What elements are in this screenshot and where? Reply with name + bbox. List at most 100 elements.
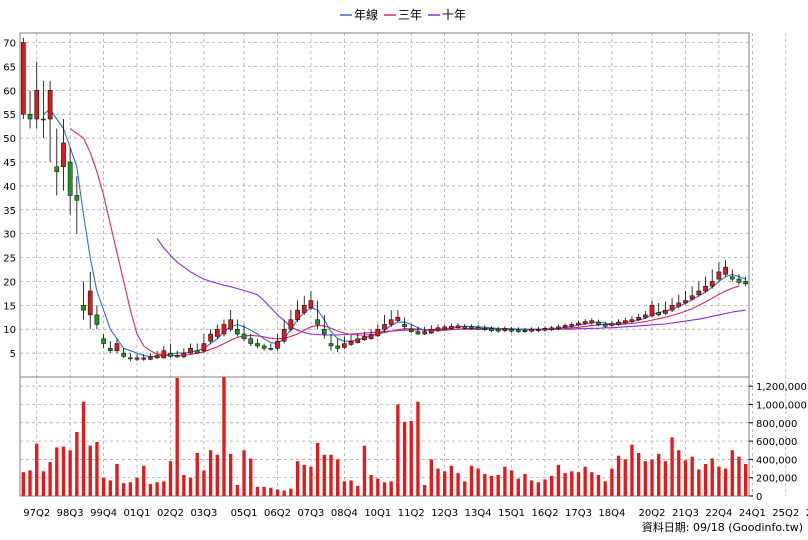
- candlestick: [643, 311, 648, 319]
- volume-bar: [115, 463, 119, 496]
- candlestick: [716, 262, 722, 282]
- candle-body: [321, 328, 327, 335]
- candlestick: [536, 326, 541, 333]
- candle-body: [683, 300, 688, 304]
- candlestick: [368, 329, 374, 340]
- volume-bar: [262, 486, 266, 496]
- volume-bar: [235, 485, 240, 496]
- volume-bar: [590, 472, 594, 496]
- volume-bar: [155, 482, 159, 496]
- candlestick: [469, 324, 474, 330]
- candlestick: [408, 324, 414, 334]
- candlestick: [482, 325, 488, 332]
- volume-bar: [275, 489, 280, 496]
- candle-body: [368, 334, 374, 340]
- candle-body: [134, 357, 140, 360]
- x-tick-label: 24Q1: [739, 508, 766, 519]
- volume-bar: [142, 465, 146, 496]
- candlestick: [609, 320, 615, 327]
- x-tick-label: 15Q1: [498, 508, 525, 519]
- volume-bar: [616, 455, 621, 496]
- candlestick: [174, 350, 180, 358]
- candle-body: [515, 329, 521, 332]
- candlestick: [515, 327, 521, 334]
- candlestick: [489, 326, 494, 333]
- candlestick: [422, 326, 427, 335]
- candle-body: [228, 319, 233, 330]
- candlestick: [495, 326, 501, 333]
- candle-body: [21, 42, 26, 115]
- price-tick-label: 70: [3, 39, 16, 50]
- volume-bar: [723, 468, 728, 496]
- volume-bar: [409, 420, 413, 496]
- candlestick: [194, 343, 200, 355]
- candlestick: [415, 326, 421, 335]
- volume-bar: [663, 461, 668, 496]
- candle-body: [74, 195, 80, 201]
- volume-bar: [242, 450, 246, 496]
- volume-tick-label: 1,200,000: [756, 382, 807, 393]
- candlestick: [355, 334, 361, 344]
- candle-body: [188, 348, 193, 354]
- candlestick: [589, 318, 595, 325]
- candlestick: [134, 354, 140, 362]
- price-tick-label: 45: [3, 158, 16, 169]
- candle-body: [502, 328, 508, 331]
- volume-bar: [229, 453, 233, 496]
- volume-bar: [309, 466, 313, 496]
- price-tick-label: 20: [3, 277, 16, 288]
- candlestick: [663, 301, 668, 315]
- year-ma-line: [43, 108, 746, 358]
- volume-bar: [657, 453, 661, 496]
- candle-body: [656, 312, 662, 316]
- candlestick: [729, 269, 735, 282]
- volume-bar: [108, 480, 112, 496]
- candle-body: [335, 345, 341, 349]
- volume-bar: [402, 421, 407, 496]
- price-tick-label: 50: [3, 134, 16, 145]
- candle-body: [268, 348, 274, 350]
- candlestick: [442, 324, 448, 331]
- volume-bar: [436, 468, 440, 496]
- volume-bar: [683, 460, 688, 496]
- candle-body: [462, 326, 468, 329]
- volume-bar: [697, 469, 701, 496]
- candlestick: [348, 334, 354, 346]
- candle-body: [536, 328, 541, 331]
- candlestick: [228, 310, 233, 332]
- x-tick-label: 21Q3: [672, 508, 699, 519]
- candlestick: [161, 345, 167, 359]
- candle-body: [643, 314, 648, 318]
- candle-body: [529, 328, 534, 332]
- candle-body: [161, 350, 167, 359]
- volume-bar: [168, 461, 173, 496]
- candle-body: [315, 319, 320, 325]
- candle-body: [469, 326, 474, 329]
- candlestick: [689, 286, 695, 301]
- candle-body: [241, 333, 247, 340]
- candle-body: [101, 338, 106, 344]
- candlestick: [616, 319, 621, 326]
- candle-body: [128, 357, 133, 360]
- candlestick: [148, 353, 153, 361]
- candlestick: [362, 331, 367, 342]
- candlestick: [549, 325, 555, 332]
- candle-body: [689, 295, 695, 300]
- candle-body: [148, 356, 153, 360]
- volume-bar: [563, 473, 567, 496]
- candle-body: [663, 309, 668, 314]
- volume-panel: 0 200,000 400,000 600,000 800,000 1,000,000 1,…: [19, 376, 807, 503]
- candlestick: [128, 353, 133, 362]
- volume-bar: [416, 401, 420, 496]
- candlestick: [669, 298, 675, 313]
- candlestick: [221, 319, 227, 337]
- x-tick-label: 98Q3: [57, 508, 84, 519]
- candlestick: [27, 90, 33, 129]
- volume-bar: [743, 463, 748, 496]
- x-tick-label: 97Q2: [23, 508, 50, 519]
- volume-bar: [556, 464, 561, 496]
- legend-3y-label: 三年: [398, 8, 422, 22]
- volume-bar: [429, 459, 433, 496]
- volume-bar: [222, 377, 226, 496]
- candlestick: [241, 324, 247, 342]
